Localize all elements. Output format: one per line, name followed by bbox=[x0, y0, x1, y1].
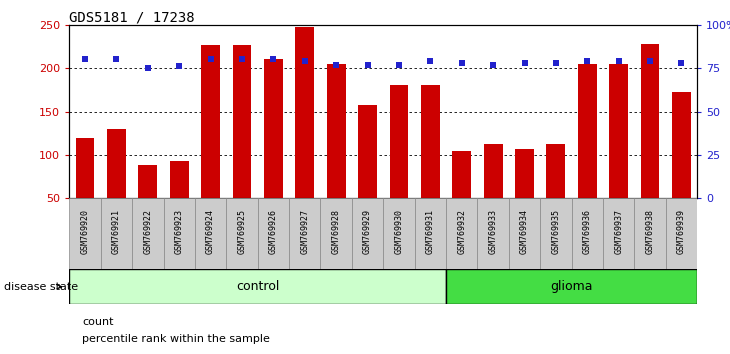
Text: GSM769928: GSM769928 bbox=[331, 209, 341, 254]
Bar bbox=[540, 198, 572, 269]
Bar bbox=[547, 144, 565, 242]
Bar bbox=[509, 198, 540, 269]
Bar bbox=[578, 64, 596, 242]
Bar bbox=[610, 64, 628, 242]
Bar bbox=[383, 198, 415, 269]
Text: GSM769937: GSM769937 bbox=[614, 209, 623, 254]
Point bbox=[644, 58, 656, 64]
Bar bbox=[477, 198, 509, 269]
Text: GSM769932: GSM769932 bbox=[457, 209, 466, 254]
Bar bbox=[421, 85, 439, 242]
Bar bbox=[289, 198, 320, 269]
Bar bbox=[195, 198, 226, 269]
Text: GSM769930: GSM769930 bbox=[394, 209, 404, 254]
Point bbox=[110, 57, 122, 62]
Text: count: count bbox=[82, 317, 114, 327]
Bar bbox=[132, 198, 164, 269]
Text: glioma: glioma bbox=[550, 280, 593, 293]
Point bbox=[173, 64, 185, 69]
Bar bbox=[101, 198, 132, 269]
Point bbox=[675, 60, 687, 66]
Text: GSM769933: GSM769933 bbox=[488, 209, 498, 254]
Bar bbox=[484, 144, 502, 242]
Text: GSM769931: GSM769931 bbox=[426, 209, 435, 254]
Bar bbox=[258, 198, 289, 269]
Bar bbox=[641, 44, 659, 242]
Bar bbox=[233, 45, 251, 242]
Point bbox=[204, 57, 216, 62]
Point bbox=[425, 58, 437, 64]
Bar bbox=[572, 198, 603, 269]
Point bbox=[299, 58, 311, 64]
Bar bbox=[358, 104, 377, 242]
Bar bbox=[446, 269, 697, 304]
Bar bbox=[415, 198, 446, 269]
Point bbox=[581, 58, 593, 64]
Bar bbox=[390, 85, 408, 242]
Point bbox=[236, 57, 247, 62]
Bar bbox=[320, 198, 352, 269]
Point bbox=[79, 57, 91, 62]
Point bbox=[456, 60, 468, 66]
Text: percentile rank within the sample: percentile rank within the sample bbox=[82, 335, 270, 344]
Text: GDS5181 / 17238: GDS5181 / 17238 bbox=[69, 11, 195, 25]
Bar bbox=[139, 165, 157, 242]
Text: GSM769935: GSM769935 bbox=[551, 209, 561, 254]
Text: GSM769922: GSM769922 bbox=[143, 209, 153, 254]
Point bbox=[612, 58, 624, 64]
Bar bbox=[634, 198, 666, 269]
Text: GSM769927: GSM769927 bbox=[300, 209, 310, 254]
Bar bbox=[164, 198, 195, 269]
Text: control: control bbox=[236, 280, 280, 293]
Bar bbox=[446, 198, 477, 269]
Bar bbox=[603, 198, 634, 269]
Point bbox=[330, 62, 342, 68]
Text: disease state: disease state bbox=[4, 282, 78, 292]
Point bbox=[488, 62, 499, 68]
Point bbox=[518, 60, 530, 66]
Bar bbox=[352, 198, 383, 269]
Text: GSM769926: GSM769926 bbox=[269, 209, 278, 254]
Bar bbox=[296, 27, 314, 242]
Bar bbox=[69, 269, 446, 304]
Point bbox=[393, 62, 404, 68]
Text: GSM769920: GSM769920 bbox=[80, 209, 90, 254]
Text: GSM769936: GSM769936 bbox=[583, 209, 592, 254]
Text: GSM769923: GSM769923 bbox=[174, 209, 184, 254]
Bar bbox=[170, 161, 188, 242]
Point bbox=[142, 65, 153, 71]
Text: GSM769929: GSM769929 bbox=[363, 209, 372, 254]
Text: GSM769934: GSM769934 bbox=[520, 209, 529, 254]
Text: GSM769939: GSM769939 bbox=[677, 209, 686, 254]
Point bbox=[361, 62, 373, 68]
Bar bbox=[672, 92, 691, 242]
Bar bbox=[666, 198, 697, 269]
Text: GSM769921: GSM769921 bbox=[112, 209, 121, 254]
Bar bbox=[76, 137, 94, 242]
Bar bbox=[226, 198, 258, 269]
Bar bbox=[453, 150, 471, 242]
Bar bbox=[107, 129, 126, 242]
Bar bbox=[515, 149, 534, 242]
Text: GSM769938: GSM769938 bbox=[645, 209, 655, 254]
Bar bbox=[201, 45, 220, 242]
Bar bbox=[69, 198, 101, 269]
Bar bbox=[327, 64, 345, 242]
Point bbox=[267, 57, 279, 62]
Point bbox=[550, 60, 562, 66]
Text: GSM769924: GSM769924 bbox=[206, 209, 215, 254]
Bar bbox=[264, 59, 283, 242]
Text: GSM769925: GSM769925 bbox=[237, 209, 247, 254]
